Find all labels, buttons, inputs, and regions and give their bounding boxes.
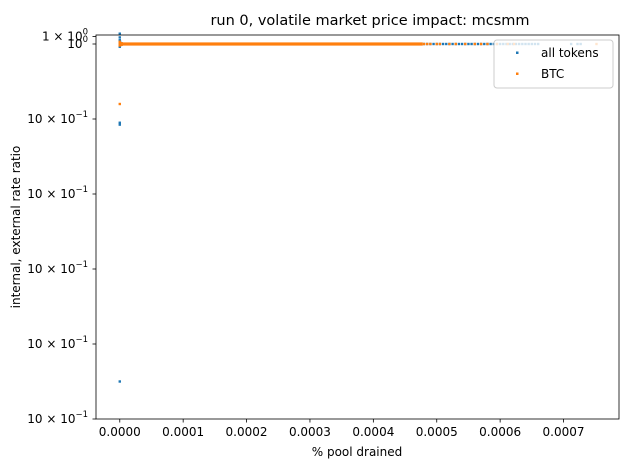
data-point (467, 42, 470, 46)
x-tick-label: 0.0000 (99, 425, 141, 439)
data-point (118, 44, 121, 47)
data-point (422, 42, 426, 46)
y-tick-label: 1 × 100 (42, 27, 88, 43)
data-point (454, 42, 457, 46)
plot-area (96, 35, 619, 419)
x-axis-label: % pool drained (312, 445, 403, 459)
data-point (432, 42, 435, 46)
data-point (118, 36, 121, 39)
data-point (479, 42, 483, 46)
legend-marker-all-tokens (516, 51, 519, 54)
data-point (445, 42, 448, 46)
x-tick-label: 0.0005 (416, 425, 458, 439)
x-axis-ticks: 0.0000 0.0001 0.0002 0.0003 0.0004 0.0005 0.00… (99, 419, 585, 439)
data-point (119, 42, 423, 46)
data-point (470, 42, 473, 46)
legend-box (493, 39, 614, 89)
x-tick-label: 0.0003 (289, 425, 331, 439)
data-point (438, 42, 442, 46)
data-point (448, 42, 451, 46)
data-point (429, 42, 432, 46)
plot-background (96, 35, 619, 419)
data-point (457, 42, 461, 46)
data-point (118, 32, 121, 35)
x-tick-label: 0.0007 (543, 425, 585, 439)
data-point (486, 42, 489, 46)
chart-title: run 0, volatile market price impact: mcs… (210, 13, 529, 29)
data-point (464, 42, 467, 46)
data-point (118, 45, 121, 49)
data-point (476, 42, 480, 46)
data-points-layer (118, 32, 598, 383)
data-point (460, 42, 464, 46)
data-point (426, 42, 429, 46)
y-tick-label: 10 × 10−1 (27, 410, 88, 426)
data-point (118, 102, 121, 106)
y-tick-label: 100 (67, 35, 88, 51)
data-point (118, 123, 121, 126)
legend: all tokens BTC (493, 39, 614, 89)
data-point (451, 42, 454, 46)
data-point (489, 42, 492, 46)
y-axis-label: internal, external rate ratio (9, 146, 23, 309)
legend-marker-btc (516, 72, 519, 75)
y-tick-label: 10 × 10−1 (27, 185, 88, 201)
y-tick-label: 10 × 10−1 (27, 110, 88, 126)
series-btc-dense-band (119, 42, 423, 46)
data-point (473, 42, 476, 46)
y-tick-label: 10 × 10−1 (27, 335, 88, 351)
x-tick-label: 0.0001 (162, 425, 204, 439)
data-point (118, 380, 121, 383)
x-tick-label: 0.0002 (226, 425, 268, 439)
data-point (435, 42, 438, 46)
legend-label-btc: BTC (541, 67, 564, 81)
data-point (483, 42, 486, 46)
legend-label-all-tokens: all tokens (541, 46, 599, 60)
data-point (118, 121, 121, 124)
data-point (441, 42, 445, 46)
x-tick-label: 0.0006 (479, 425, 521, 439)
y-tick-label: 10 × 10−1 (27, 260, 88, 276)
plot-frame (95, 34, 620, 420)
x-tick-label: 0.0004 (352, 425, 394, 439)
